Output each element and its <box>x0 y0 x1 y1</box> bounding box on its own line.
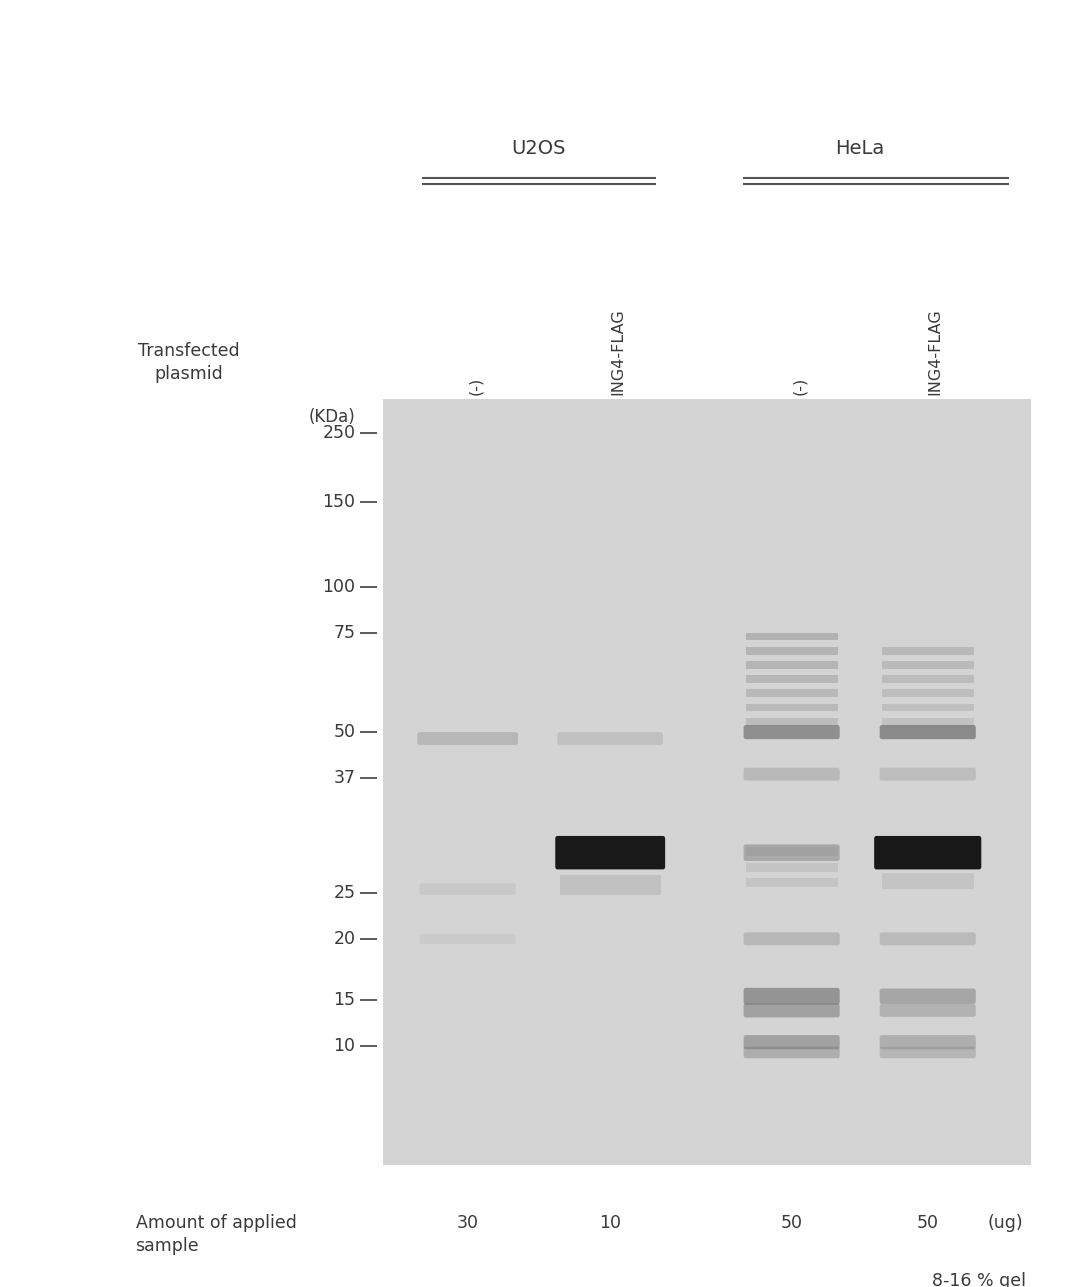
FancyBboxPatch shape <box>879 1035 976 1049</box>
FancyBboxPatch shape <box>879 1046 976 1058</box>
Text: 37: 37 <box>334 770 355 788</box>
Text: 30: 30 <box>457 1214 478 1232</box>
Text: 10: 10 <box>599 1214 621 1232</box>
FancyBboxPatch shape <box>744 932 840 945</box>
Bar <box>882 704 974 712</box>
FancyBboxPatch shape <box>879 1004 976 1017</box>
Text: (KDa): (KDa) <box>309 408 355 426</box>
Text: U2OS: U2OS <box>512 139 566 157</box>
Text: 250: 250 <box>322 425 355 443</box>
Text: 50: 50 <box>334 723 355 741</box>
FancyBboxPatch shape <box>557 732 663 745</box>
Text: (-): (-) <box>792 377 807 395</box>
Bar <box>745 633 838 641</box>
FancyBboxPatch shape <box>879 932 976 945</box>
FancyBboxPatch shape <box>420 933 516 943</box>
FancyBboxPatch shape <box>744 844 840 861</box>
Bar <box>882 874 974 889</box>
Bar <box>882 718 974 726</box>
Bar <box>745 676 838 683</box>
Text: 50: 50 <box>781 1214 802 1232</box>
FancyBboxPatch shape <box>879 725 976 739</box>
Text: (ug): (ug) <box>987 1214 1023 1232</box>
Text: HeLa: HeLa <box>835 139 885 157</box>
Bar <box>745 704 838 712</box>
Text: (-): (-) <box>468 377 483 395</box>
Text: 8-16 % gel: 8-16 % gel <box>932 1272 1026 1287</box>
FancyBboxPatch shape <box>744 1046 840 1058</box>
Bar <box>745 690 838 698</box>
FancyBboxPatch shape <box>874 837 982 870</box>
Bar <box>882 690 974 698</box>
Bar <box>745 847 838 856</box>
Bar <box>745 878 838 887</box>
FancyBboxPatch shape <box>879 988 976 1004</box>
Bar <box>383 399 1031 1165</box>
FancyBboxPatch shape <box>879 768 976 781</box>
FancyBboxPatch shape <box>744 1004 840 1018</box>
Bar <box>745 647 838 655</box>
FancyBboxPatch shape <box>420 883 516 894</box>
FancyBboxPatch shape <box>555 837 665 870</box>
FancyBboxPatch shape <box>744 988 840 1005</box>
Bar <box>882 662 974 669</box>
FancyBboxPatch shape <box>744 1035 840 1049</box>
Text: 20: 20 <box>334 929 355 947</box>
FancyBboxPatch shape <box>417 732 518 745</box>
Bar <box>882 676 974 683</box>
Bar <box>745 662 838 669</box>
Text: 150: 150 <box>322 493 355 511</box>
Bar <box>745 718 838 726</box>
Text: 25: 25 <box>334 884 355 902</box>
Bar <box>745 862 838 871</box>
Text: 75: 75 <box>334 623 355 641</box>
FancyBboxPatch shape <box>744 768 840 781</box>
Bar <box>882 647 974 655</box>
Text: 50: 50 <box>917 1214 939 1232</box>
FancyBboxPatch shape <box>744 725 840 739</box>
Bar <box>559 875 661 894</box>
Text: ING4-FLAG: ING4-FLAG <box>928 309 943 395</box>
Text: 15: 15 <box>334 991 355 1009</box>
Text: 10: 10 <box>334 1037 355 1055</box>
Text: Transfected
plasmid: Transfected plasmid <box>138 342 240 384</box>
Text: ING4-FLAG: ING4-FLAG <box>610 309 625 395</box>
Text: Amount of applied
sample: Amount of applied sample <box>136 1214 296 1255</box>
Text: 100: 100 <box>322 578 355 596</box>
